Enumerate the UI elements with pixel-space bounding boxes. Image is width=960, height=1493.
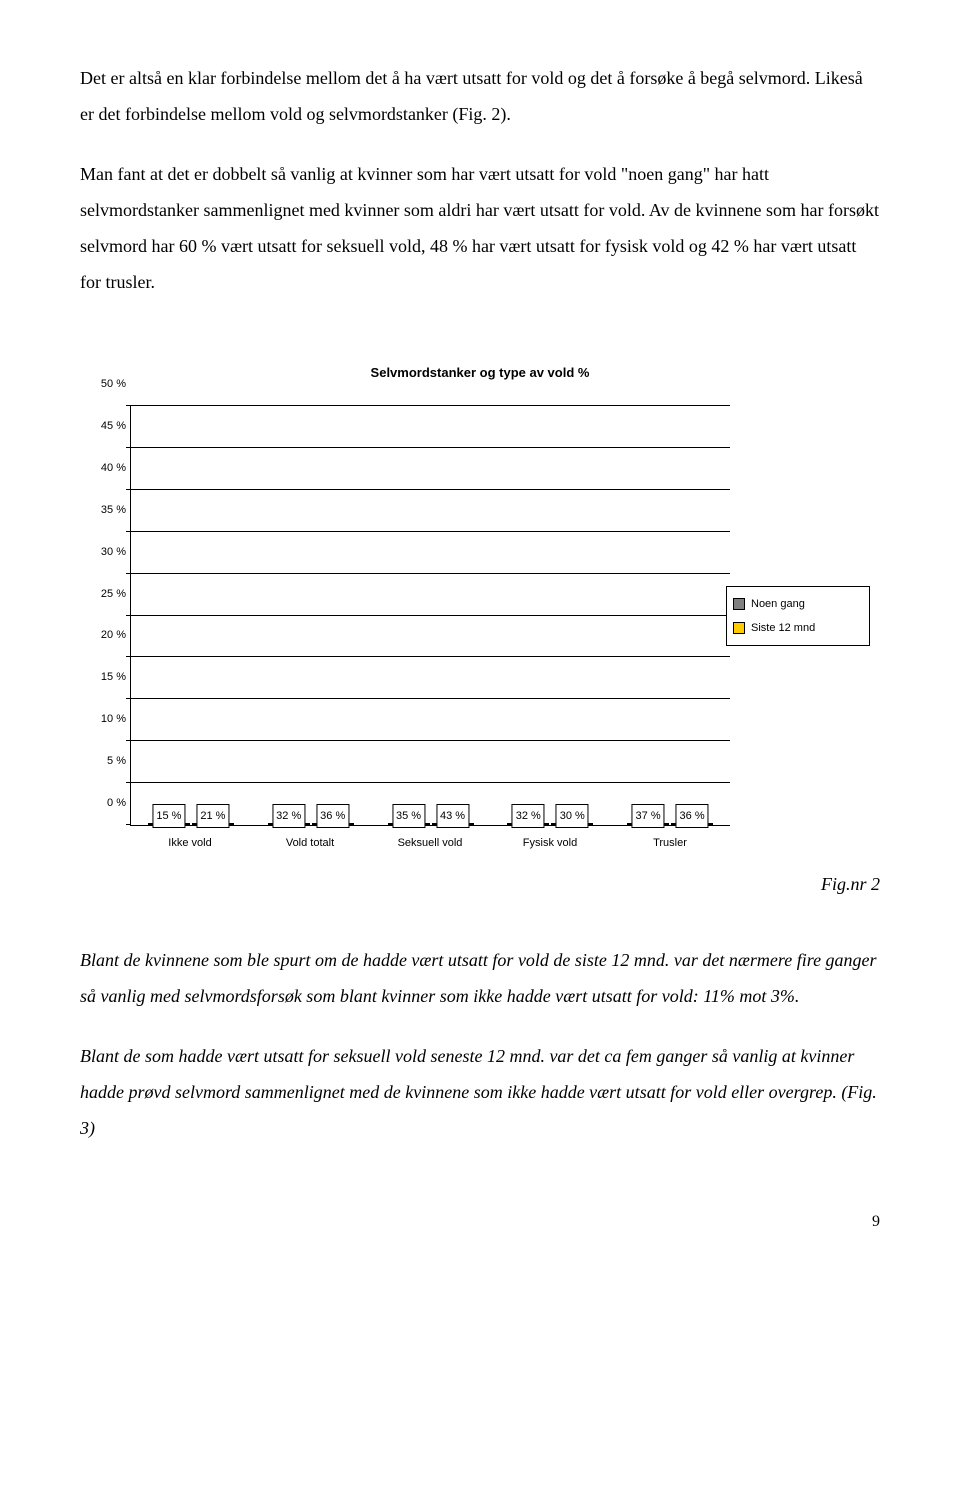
y-tick-label: 0 % — [86, 792, 126, 814]
grid-line — [131, 782, 730, 783]
y-tick-label: 30 % — [86, 541, 126, 563]
grid-line — [131, 615, 730, 616]
y-tick-label: 25 % — [86, 583, 126, 605]
x-axis-label: Trusler — [653, 832, 687, 854]
bar-group: 35 %43 % — [388, 823, 474, 825]
chart-legend: Noen gang Siste 12 mnd — [726, 586, 870, 646]
y-tick-label: 5 % — [86, 750, 126, 772]
y-tick-label: 20 % — [86, 624, 126, 646]
bar-group: 37 %36 % — [627, 823, 713, 825]
bar-series2: 43 % — [432, 823, 474, 825]
body-paragraph-1: Det er altså en klar forbindelse mellom … — [80, 60, 880, 132]
legend-swatch-series1 — [733, 598, 745, 610]
bar-value-label: 43 % — [436, 804, 469, 828]
bar-value-label: 21 % — [196, 804, 229, 828]
bar-group: 32 %36 % — [268, 823, 354, 825]
y-tick-mark — [126, 824, 131, 825]
legend-item-series2: Siste 12 mnd — [733, 617, 863, 639]
bar-series2: 36 % — [312, 823, 354, 825]
bar-value-label: 36 % — [676, 804, 709, 828]
chart-area: 0 %5 %10 %15 %20 %25 %30 %35 %40 %45 %50… — [130, 406, 870, 826]
x-axis-labels: Ikke vold Vold totalt Seksuell vold Fysisk … — [130, 832, 730, 852]
y-tick-label: 35 % — [86, 499, 126, 521]
legend-swatch-series2 — [733, 622, 745, 634]
grid-line — [131, 573, 730, 574]
bar-value-label: 32 % — [272, 804, 305, 828]
y-tick-label: 10 % — [86, 708, 126, 730]
bar-value-label: 32 % — [512, 804, 545, 828]
figure-caption: Fig.nr 2 — [80, 866, 880, 902]
bar-group: 15 %21 % — [148, 823, 234, 825]
legend-label-series1: Noen gang — [751, 593, 805, 615]
y-tick-label: 50 % — [86, 373, 126, 395]
x-axis-label: Seksuell vold — [398, 832, 463, 854]
y-tick-label: 45 % — [86, 415, 126, 437]
bar-series2: 36 % — [671, 823, 713, 825]
grid-line — [131, 531, 730, 532]
bar-series1: 37 % — [627, 823, 669, 825]
x-axis-label: Ikke vold — [168, 832, 211, 854]
grid-line — [131, 740, 730, 741]
grid-line — [131, 489, 730, 490]
chart-title: Selvmordstanker og type av vold % — [80, 360, 880, 386]
y-tick-label: 15 % — [86, 666, 126, 688]
bar-value-label: 30 % — [556, 804, 589, 828]
x-axis-label: Fysisk vold — [523, 832, 577, 854]
bar-series2: 30 % — [551, 823, 593, 825]
closing-paragraph-1: Blant de kvinnene som ble spurt om de ha… — [80, 942, 880, 1014]
bar-value-label: 15 % — [152, 804, 185, 828]
closing-paragraph-2: Blant de som hadde vært utsatt for seksu… — [80, 1038, 880, 1146]
chart-container: Selvmordstanker og type av vold % 0 % 5 %… — [80, 360, 880, 826]
bar-series1: 35 % — [388, 823, 430, 825]
grid-line — [131, 447, 730, 448]
bar-value-label: 36 % — [316, 804, 349, 828]
bar-series1: 32 % — [507, 823, 549, 825]
bar-value-label: 37 % — [632, 804, 665, 828]
bar-value-label: 35 % — [392, 804, 425, 828]
y-tick-label: 40 % — [86, 457, 126, 479]
bar-series1: 32 % — [268, 823, 310, 825]
page-number: 9 — [80, 1206, 880, 1238]
body-paragraph-2: Man fant at det er dobbelt så vanlig at … — [80, 156, 880, 300]
grid-line — [131, 656, 730, 657]
legend-label-series2: Siste 12 mnd — [751, 617, 815, 639]
bar-group: 32 %30 % — [507, 823, 593, 825]
legend-item-series1: Noen gang — [733, 593, 863, 615]
bar-series1: 15 % — [148, 823, 190, 825]
bar-series2: 21 % — [192, 823, 234, 825]
grid-line — [131, 405, 730, 406]
grid-line — [131, 698, 730, 699]
x-axis-label: Vold totalt — [286, 832, 334, 854]
chart-plot: 0 %5 %10 %15 %20 %25 %30 %35 %40 %45 %50… — [130, 406, 730, 826]
